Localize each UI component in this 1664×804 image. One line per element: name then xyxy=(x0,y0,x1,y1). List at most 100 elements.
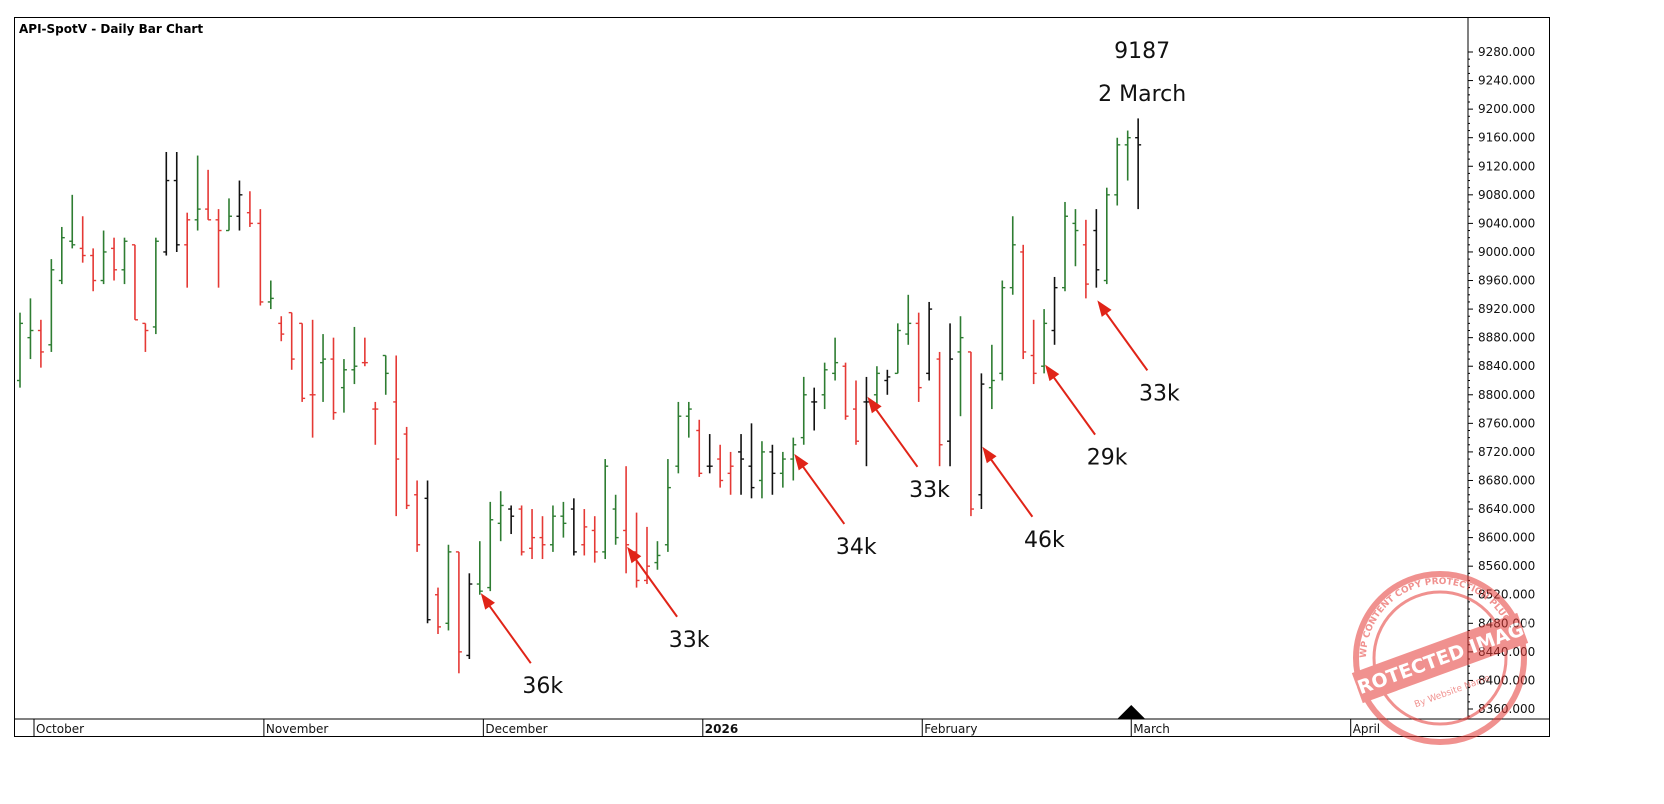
ohlc-bar xyxy=(957,316,964,417)
ohlc-bar xyxy=(1072,209,1079,267)
volume-annotation: 29k xyxy=(1045,364,1128,471)
y-tick-label: 9080.000 xyxy=(1478,188,1535,202)
ohlc-bar xyxy=(873,366,880,410)
ohlc-bar xyxy=(842,362,849,420)
x-tick-label: 2026 xyxy=(705,722,738,736)
y-tick-label: 8760.000 xyxy=(1478,416,1535,430)
ohlc-bar xyxy=(424,480,431,624)
x-tick-label: March xyxy=(1133,722,1170,736)
ohlc-bar xyxy=(1135,118,1142,210)
ohlc-bar xyxy=(69,194,76,249)
y-tick-label: 8920.000 xyxy=(1478,302,1535,316)
ohlc-bar xyxy=(1124,130,1131,181)
ohlc-bar xyxy=(309,319,316,438)
ohlc-bar xyxy=(466,573,473,660)
ohlc-bar xyxy=(37,319,44,368)
ohlc-bar xyxy=(435,587,441,635)
ohlc-bar xyxy=(267,280,274,310)
ohlc-bar xyxy=(1103,187,1110,285)
volume-annotation: 33k xyxy=(1097,300,1180,406)
ohlc-bar xyxy=(340,359,347,413)
high-value-label: 9187 xyxy=(1114,39,1170,64)
volume-annotation: 36k xyxy=(480,593,563,699)
ohlc-bar xyxy=(853,380,859,445)
ohlc-bar xyxy=(654,541,661,570)
ohlc-bar xyxy=(184,212,191,288)
ohlc-bar xyxy=(90,248,97,292)
ohlc-bar xyxy=(361,337,368,367)
ohlc-bar xyxy=(226,198,232,232)
annotation-label: 33k xyxy=(1139,381,1180,406)
ohlc-bar xyxy=(1114,137,1121,206)
ohlc-bar xyxy=(664,459,671,552)
ohlc-bar xyxy=(675,401,682,474)
y-tick-label: 9000.000 xyxy=(1478,245,1535,259)
ohlc-bar xyxy=(246,191,253,227)
annotation-arrowhead xyxy=(867,396,882,414)
ohlc-bar xyxy=(100,230,107,285)
annotation-label: 29k xyxy=(1087,446,1128,471)
y-tick-label: 9040.000 xyxy=(1478,216,1535,230)
x-tick-label: November xyxy=(266,722,328,736)
ohlc-bar xyxy=(529,509,536,560)
ohlc-bar xyxy=(58,226,65,285)
ohlc-bar xyxy=(79,216,86,263)
ohlc-bar xyxy=(539,516,546,560)
annotation-label: 33k xyxy=(669,628,710,653)
ohlc-bar xyxy=(173,151,180,252)
ohlc-bar xyxy=(414,480,421,552)
x-tick-label: February xyxy=(924,722,977,736)
ohlc-bar xyxy=(1030,319,1037,385)
ohlc-bar xyxy=(1041,309,1048,374)
ohlc-bar xyxy=(758,441,765,499)
ohlc-bar xyxy=(27,298,34,360)
annotation-arrow-shaft xyxy=(1050,373,1096,436)
y-tick-label: 8840.000 xyxy=(1478,359,1535,373)
annotation-arrowhead xyxy=(1045,364,1060,382)
ohlc-bar xyxy=(17,312,23,388)
annotation-arrow-shaft xyxy=(1102,308,1149,371)
protected-image-stamp: WP CONTENT COPY PROTECTION PLUGIN PROTEC… xyxy=(1350,571,1530,745)
volume-annotation: 33k xyxy=(867,396,950,503)
ohlc-bar xyxy=(685,401,692,438)
annotation-arrowhead xyxy=(480,593,495,610)
ohlc-bar xyxy=(779,451,786,488)
volume-annotation: 33k xyxy=(627,546,710,653)
ohlc-bar xyxy=(320,334,327,402)
ohlc-bar xyxy=(696,419,703,477)
ohlc-bar xyxy=(152,237,159,335)
ohlc-bar xyxy=(988,344,995,410)
ohlc-bar xyxy=(278,316,285,342)
ohlc-bar xyxy=(131,244,138,321)
annotation-arrowhead xyxy=(982,446,997,464)
ohlc-bar xyxy=(602,459,609,560)
annotation-label: 34k xyxy=(836,535,877,560)
annotation-arrow-shaft xyxy=(485,601,532,664)
ohlc-bar xyxy=(236,180,243,231)
ohlc-bar xyxy=(581,509,588,556)
y-tick-label: 8720.000 xyxy=(1478,445,1535,459)
annotation-label: 36k xyxy=(522,674,563,699)
chart-frame xyxy=(14,17,1550,737)
x-tick-label: December xyxy=(485,722,547,736)
ohlc-bar xyxy=(612,494,619,545)
ohlc-bar xyxy=(393,355,400,517)
y-tick-label: 9280.000 xyxy=(1478,45,1535,59)
ohlc-bar xyxy=(111,237,118,281)
ohlc-bar xyxy=(1020,244,1027,360)
annotations-layer: 36k 33k 34k 33k 46k 29k 33k xyxy=(480,300,1180,699)
ohlc-bar xyxy=(821,362,828,410)
volume-annotation: 34k xyxy=(794,453,877,560)
ohlc-bar xyxy=(769,444,776,495)
annotation-label: 33k xyxy=(909,478,950,503)
ohlc-bar xyxy=(497,491,504,542)
ohlc-bar xyxy=(790,437,797,481)
ohlc-bar xyxy=(623,466,630,574)
x-tick-label: April xyxy=(1353,722,1380,736)
ohlc-bar xyxy=(508,505,515,535)
y-tick-label: 8960.000 xyxy=(1478,274,1535,288)
annotation-arrow-shaft xyxy=(872,405,919,468)
ohlc-bar xyxy=(1009,216,1016,295)
ohlc-bar xyxy=(330,337,337,420)
